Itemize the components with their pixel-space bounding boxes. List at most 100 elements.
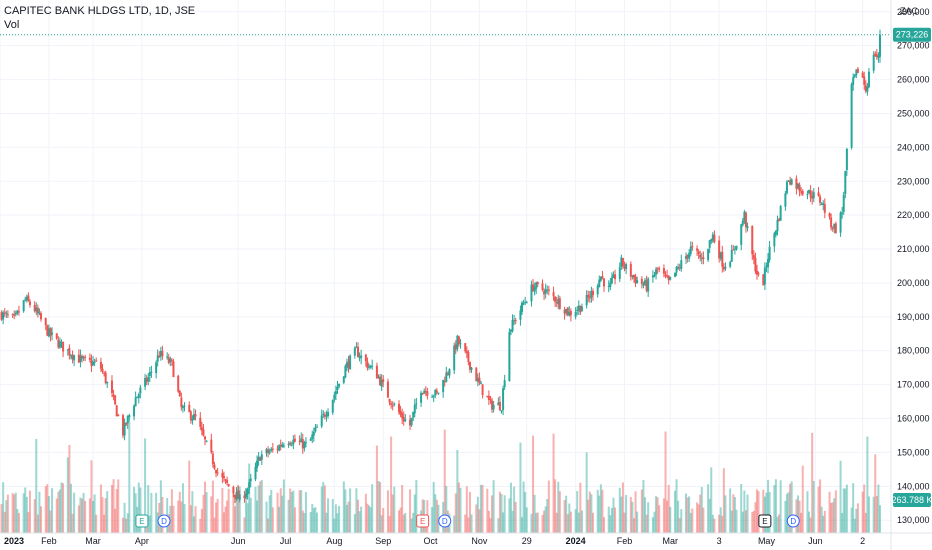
candle-body: [156, 355, 159, 362]
price-axis[interactable]: 280,000 270,000 260,000 250,000 240,000 230,0…: [897, 7, 930, 525]
volume-bar: [514, 502, 517, 533]
volume-bar: [459, 487, 462, 533]
price-tag: 273,226: [893, 27, 931, 42]
volume-bar: [323, 485, 326, 533]
candle-body: [66, 349, 69, 351]
volume-bar: [855, 508, 858, 533]
candle-body: [812, 192, 815, 199]
volume-bar: [644, 497, 647, 533]
candle-body: [632, 274, 635, 278]
x-tick-label: Apr: [135, 536, 149, 546]
volume-bar: [227, 488, 230, 533]
volume-bar: [57, 491, 60, 533]
candle-body: [809, 190, 812, 198]
dividend-marker[interactable]: D: [786, 514, 800, 528]
candle-body: [453, 345, 456, 371]
earnings-marker[interactable]: E: [758, 514, 772, 528]
volume-bar: [768, 491, 771, 533]
candle-body: [216, 472, 219, 474]
candle-body: [27, 295, 30, 301]
candle-body: [817, 192, 820, 196]
candle-body: [464, 343, 467, 352]
candle-body: [519, 310, 522, 320]
volume-bar: [667, 484, 670, 533]
candle-body: [49, 328, 52, 336]
earnings-marker[interactable]: E: [135, 514, 149, 528]
volume-bar: [685, 493, 688, 533]
volume-bar: [110, 484, 113, 533]
volume-bar: [432, 481, 435, 533]
volume-bar: [347, 501, 350, 533]
volume-bar: [199, 518, 202, 533]
volume-bar: [445, 486, 448, 533]
dividend-marker[interactable]: D: [438, 514, 452, 528]
volume-bar: [752, 510, 755, 533]
volume-bar: [33, 499, 36, 533]
candlesticks[interactable]: [0, 29, 881, 503]
candle-body: [610, 277, 613, 284]
volume-bar: [126, 513, 129, 533]
candle-body: [232, 486, 235, 494]
candle-body: [673, 272, 676, 277]
volume-bar: [95, 514, 98, 533]
time-axis[interactable]: 2023 Feb Mar Apr Jun Jul Aug Sep Oct Nov 29 2024 Feb…: [4, 536, 865, 546]
volume-bar: [397, 510, 400, 533]
y-tick-label: 150,000: [897, 447, 930, 457]
volume-bar: [555, 512, 558, 533]
candle-body: [621, 257, 624, 267]
volume-bar: [298, 490, 301, 533]
candle-body: [763, 267, 766, 285]
dividend-marker[interactable]: D: [157, 514, 171, 528]
volume-bar: [535, 513, 538, 533]
volume-bar: [718, 514, 721, 533]
candle-body: [574, 312, 577, 317]
candle-body: [497, 402, 500, 406]
volume-bar: [410, 518, 413, 533]
candle-body: [112, 394, 115, 397]
candle-body: [787, 180, 790, 182]
volume-bar: [103, 514, 106, 533]
volume-bar: [801, 465, 804, 533]
candle-body: [525, 302, 528, 304]
candle-body: [159, 350, 162, 357]
volume-bar: [591, 512, 594, 533]
candle-body: [576, 310, 579, 312]
volume-bar: [279, 488, 282, 533]
candle-body: [798, 184, 801, 192]
candle-body: [33, 304, 36, 312]
volume-bar: [409, 489, 412, 533]
candle-body: [38, 312, 41, 314]
volume-bar: [741, 511, 744, 533]
volume-bar: [260, 480, 263, 533]
candle-body: [508, 332, 511, 382]
volume-bar: [621, 482, 624, 533]
candle-body: [233, 494, 236, 498]
candle-body: [399, 411, 402, 415]
volume-bar: [356, 499, 359, 533]
volume-bar: [311, 503, 314, 533]
volume-bar: [765, 492, 768, 533]
volume-bar: [47, 496, 50, 533]
candle-body: [557, 298, 560, 305]
volume-bar: [92, 501, 95, 533]
candle-body: [820, 203, 823, 205]
candle-body: [366, 361, 369, 368]
earnings-marker[interactable]: E: [416, 514, 430, 528]
volume-bar: [344, 489, 347, 533]
candle-body: [345, 362, 348, 367]
candle-body: [421, 393, 424, 395]
candle-body: [249, 478, 252, 482]
candle-body: [457, 336, 460, 345]
candle-body: [563, 309, 566, 314]
volume-bar: [232, 487, 235, 533]
volume-bar: [743, 490, 746, 533]
volume-bar: [412, 512, 415, 533]
candle-body: [853, 74, 856, 77]
volume-bar: [653, 511, 656, 533]
volume-bar: [631, 501, 634, 533]
x-tick-label: Nov: [471, 536, 488, 546]
volume-bar: [866, 436, 869, 533]
candle-body: [629, 263, 632, 277]
